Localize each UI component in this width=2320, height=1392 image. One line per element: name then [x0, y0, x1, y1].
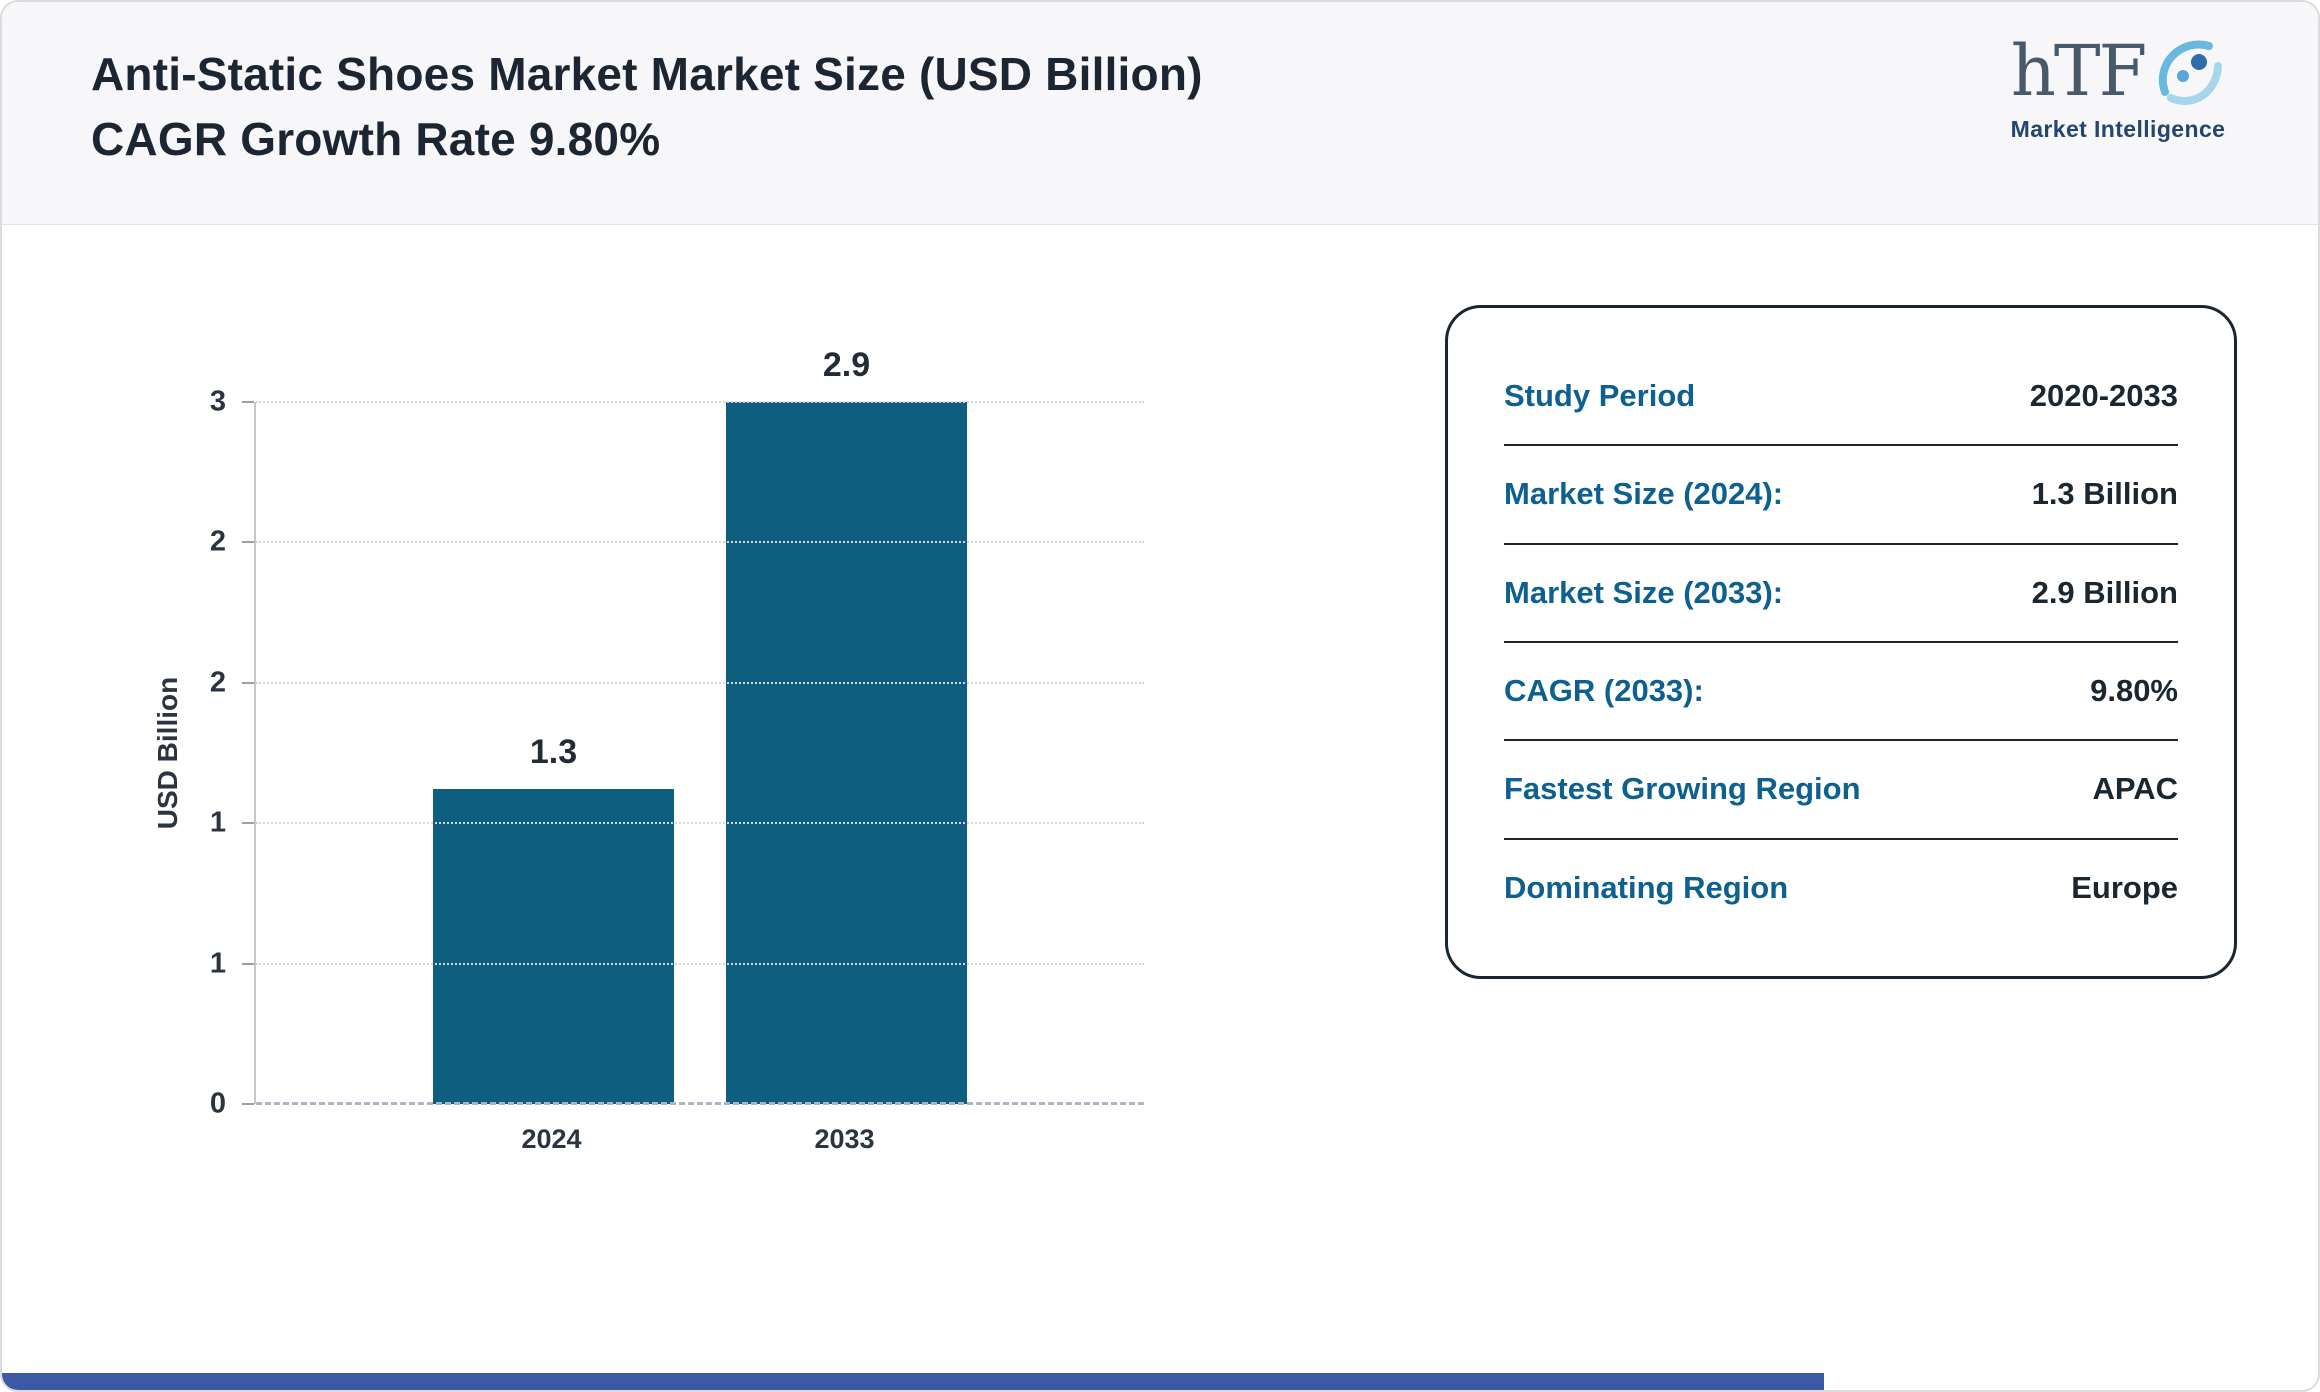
y-tick-label: 2 — [209, 525, 226, 558]
card-row-label: CAGR (2033): — [1504, 673, 1704, 709]
logo-swirl-icon — [2159, 40, 2223, 105]
card-row-study-period: Study Period 2020-2033 — [1504, 348, 2178, 447]
footer-accent-bar — [2, 1373, 1824, 1390]
card-row-fastest-growing-region: Fastest Growing Region APAC — [1504, 741, 2178, 840]
logo-brand-text: hTF — [2010, 30, 2147, 112]
bars-group: 1.3 2.9 — [256, 346, 1144, 1104]
bar-2033: 2.9 — [726, 346, 967, 1104]
gridline — [256, 541, 1144, 544]
gridline — [256, 822, 1144, 825]
y-tick-label: 2 — [209, 666, 226, 699]
card-row-value: 1.3 Billion — [2031, 476, 2178, 512]
y-tick-label: 3 — [209, 385, 226, 418]
card-row-label: Fastest Growing Region — [1504, 771, 1861, 807]
card-row-value: APAC — [2092, 771, 2178, 807]
bar-2024: 1.3 — [433, 733, 674, 1104]
bar-value-label: 2.9 — [822, 346, 871, 384]
gridline — [256, 962, 1144, 965]
page-title: Anti-Static Shoes Market Market Size (US… — [91, 48, 1203, 166]
bar-value-label: 1.3 — [529, 733, 578, 772]
logo-tagline: Market Intelligence — [2010, 116, 2226, 142]
card-row-value: Europe — [2071, 869, 2178, 905]
y-tick-label: 1 — [209, 947, 226, 980]
card-row-value: 2020-2033 — [2029, 378, 2178, 414]
gridline — [256, 401, 1144, 403]
x-tick-label: 2033 — [814, 1124, 875, 1154]
card-row-label: Market Size (2033): — [1504, 574, 1784, 610]
y-tick-mark — [242, 541, 254, 544]
card-row-cagr: CAGR (2033): 9.80% — [1504, 643, 2178, 742]
htf-logo: hTF Market Intelligence — [1978, 36, 2258, 143]
x-axis-baseline — [256, 1102, 1144, 1105]
market-summary-card: Study Period 2020-2033 Market Size (2024… — [1445, 305, 2237, 979]
y-tick-mark — [242, 822, 254, 825]
x-tick-label: 2024 — [521, 1124, 582, 1154]
y-tick-mark — [242, 401, 254, 403]
card-row-label: Study Period — [1504, 378, 1696, 414]
y-axis: 0 1 1 2 2 3 — [152, 386, 254, 1120]
y-tick-label: 1 — [209, 806, 226, 839]
logo-brand-row: hTF — [1978, 36, 2258, 110]
y-tick-mark — [242, 1103, 254, 1105]
gridline — [256, 681, 1144, 684]
card-row-dominating-region: Dominating Region Europe — [1504, 840, 2178, 936]
y-tick-mark — [242, 962, 254, 965]
plot-area: 1.3 2.9 — [254, 346, 1144, 1105]
y-tick-label: 0 — [209, 1087, 226, 1120]
card-row-label: Dominating Region — [1504, 869, 1789, 905]
x-axis-labels: 2024 2033 — [254, 1124, 1142, 1155]
bar-slot: 1.3 — [433, 402, 674, 1104]
card-row-value: 9.80% — [2090, 673, 2178, 709]
card-row-value: 2.9 Billion — [2031, 574, 2178, 610]
card-row-market-size-2024: Market Size (2024): 1.3 Billion — [1504, 446, 2178, 545]
page-header: Anti-Static Shoes Market Market Size (US… — [2, 2, 2318, 225]
card-row-label: Market Size (2024): — [1504, 476, 1784, 512]
bar-slot: 2.9 — [726, 346, 967, 1104]
y-tick-mark — [242, 681, 254, 684]
card-row-market-size-2033: Market Size (2033): 2.9 Billion — [1504, 545, 2178, 643]
